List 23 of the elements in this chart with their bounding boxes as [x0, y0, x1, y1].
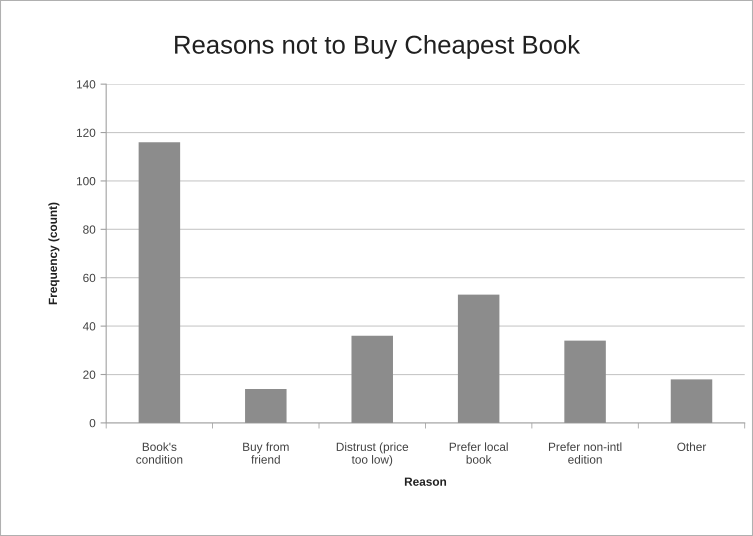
y-tick-label: 0: [90, 418, 96, 428]
bar: [564, 340, 606, 423]
y-tick-label: 120: [76, 128, 96, 137]
y-tick-label: 100: [76, 176, 96, 186]
y-tick-label: 80: [83, 225, 96, 234]
y-tick-label: 20: [83, 370, 96, 379]
y-tick-label: 60: [83, 274, 96, 282]
x-tick-label: Book's condition: [136, 442, 182, 464]
x-tick-label: Prefer non-intl edition: [548, 442, 622, 464]
bar: [458, 294, 500, 423]
x-tick-label: Other: [677, 442, 706, 452]
y-tick-label: 140: [76, 80, 96, 89]
x-axis-title: Reason: [404, 478, 446, 486]
x-tick-label: Prefer local book: [450, 442, 508, 464]
bar: [138, 142, 180, 423]
bar: [670, 379, 712, 423]
y-tick-label: 40: [82, 322, 96, 331]
y-axis-title: Frequency (count): [48, 202, 60, 304]
x-tick-label: Buy from friend: [243, 442, 289, 464]
bar: [351, 336, 393, 423]
x-tick-label: Distrust (price too low): [336, 442, 408, 466]
chart-title: Reasons not to Buy Cheapest Book: [175, 34, 580, 59]
bar: [245, 389, 287, 423]
